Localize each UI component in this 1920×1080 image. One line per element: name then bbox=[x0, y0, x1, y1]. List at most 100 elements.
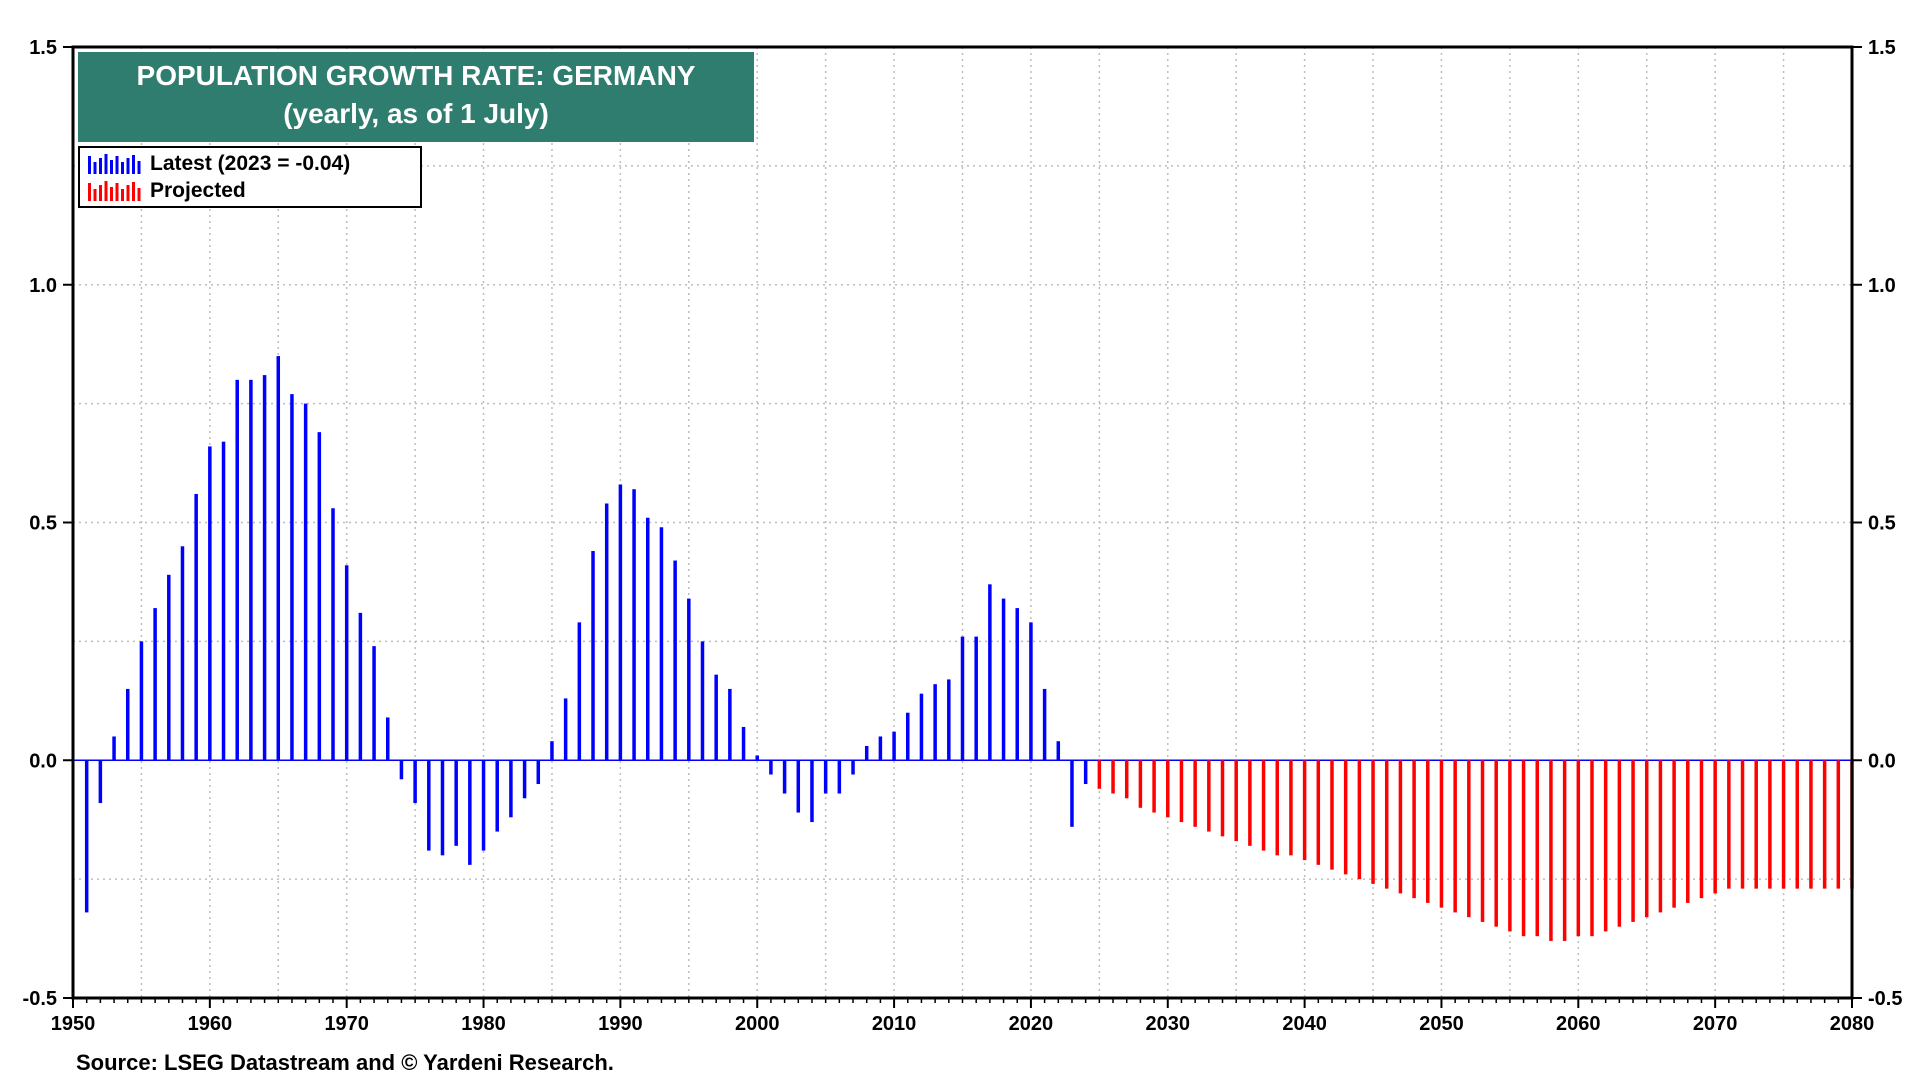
bar-latest-1992 bbox=[646, 517, 650, 761]
bar-projected-2036 bbox=[1248, 760, 1252, 846]
x-tick-label: 1960 bbox=[188, 1013, 233, 1035]
x-tick-label: 1990 bbox=[598, 1013, 643, 1035]
legend-swatch-bar bbox=[126, 158, 130, 174]
bar-projected-2040 bbox=[1302, 760, 1307, 861]
bar-latest-1952 bbox=[98, 760, 103, 804]
bar-latest-1962 bbox=[235, 379, 239, 761]
bar-projected-2074 bbox=[1768, 760, 1772, 889]
bar-latest-2021 bbox=[1042, 688, 1047, 761]
bar-latest-1999 bbox=[741, 726, 746, 761]
legend-swatch-bar bbox=[104, 154, 108, 174]
bar-latest-1979 bbox=[468, 760, 472, 865]
legend-swatch-bar bbox=[93, 162, 97, 174]
bar-latest-1961 bbox=[221, 441, 226, 761]
bar-projected-2052 bbox=[1467, 760, 1471, 918]
bar-projected-2062 bbox=[1603, 760, 1608, 932]
bar-projected-2046 bbox=[1384, 760, 1389, 889]
bar-latest-2005 bbox=[823, 760, 828, 794]
bar-latest-1972 bbox=[372, 646, 376, 761]
legend-swatch-bar bbox=[115, 156, 119, 174]
bar-projected-2068 bbox=[1686, 760, 1690, 903]
bar-projected-2073 bbox=[1754, 760, 1758, 889]
bars bbox=[84, 356, 1854, 941]
bar-projected-2054 bbox=[1494, 760, 1498, 927]
legend-swatch-bar bbox=[132, 155, 135, 174]
legend-label-latest: Latest (2023 = -0.04) bbox=[150, 152, 351, 175]
x-tick-label: 1980 bbox=[461, 1013, 506, 1035]
bar-projected-2032 bbox=[1193, 760, 1197, 827]
legend-swatch-bar bbox=[121, 162, 124, 174]
bar-projected-2030 bbox=[1166, 760, 1170, 818]
bar-projected-2049 bbox=[1426, 760, 1430, 903]
bar-projected-2029 bbox=[1152, 760, 1156, 813]
bar-projected-2079 bbox=[1836, 760, 1841, 889]
bar-latest-1975 bbox=[413, 760, 417, 804]
bar-latest-1976 bbox=[427, 760, 431, 851]
bar-projected-2047 bbox=[1398, 760, 1403, 894]
bar-latest-1974 bbox=[399, 760, 404, 780]
bar-projected-2044 bbox=[1357, 760, 1362, 880]
bar-projected-2039 bbox=[1289, 760, 1293, 856]
bar-latest-1996 bbox=[700, 641, 705, 761]
bar-projected-2069 bbox=[1699, 760, 1704, 899]
legend-swatch-bar bbox=[104, 181, 108, 201]
bar-projected-2072 bbox=[1740, 760, 1745, 889]
x-tick-label: 2020 bbox=[1009, 1013, 1054, 1035]
bar-latest-1964 bbox=[262, 375, 267, 761]
bar-latest-1957 bbox=[167, 574, 171, 761]
x-axis: 1950 1960 1970 1980 1990 2000 2010 2020 2030 2040… bbox=[51, 998, 1875, 1035]
bar-latest-2000 bbox=[755, 755, 759, 761]
y-tick-label-left: 1.5 bbox=[29, 37, 57, 59]
x-tick-label: 2040 bbox=[1282, 1013, 1327, 1035]
bar-projected-2035 bbox=[1234, 760, 1238, 842]
bar-projected-2037 bbox=[1261, 760, 1266, 851]
bar-latest-1989 bbox=[604, 503, 609, 761]
y-axis-right: 1.5 1.0 0.5 0.0 -0.5 bbox=[1852, 37, 1902, 1010]
y-tick-label-left: 0.0 bbox=[29, 750, 57, 772]
bar-latest-1990 bbox=[618, 484, 623, 761]
bar-latest-1956 bbox=[153, 608, 157, 761]
bar-projected-2063 bbox=[1617, 760, 1622, 927]
bar-latest-1967 bbox=[303, 403, 308, 761]
bar-latest-1965 bbox=[276, 356, 281, 761]
bar-projected-2071 bbox=[1727, 760, 1731, 889]
bar-projected-2070 bbox=[1713, 760, 1717, 894]
bar-latest-1980 bbox=[481, 760, 486, 851]
legend: Latest (2023 = -0.04) Projected bbox=[78, 146, 422, 208]
legend-item-latest: Latest (2023 = -0.04) bbox=[86, 151, 350, 177]
bar-latest-2019 bbox=[1015, 608, 1019, 761]
x-tick-label: 2080 bbox=[1830, 1013, 1875, 1035]
bar-latest-1978 bbox=[454, 760, 458, 846]
bar-projected-2078 bbox=[1822, 760, 1827, 889]
bar-latest-2012 bbox=[919, 693, 924, 761]
bar-latest-1986 bbox=[563, 698, 568, 761]
bar-latest-1983 bbox=[522, 760, 527, 799]
bar-latest-2009 bbox=[878, 736, 883, 761]
bar-latest-1998 bbox=[728, 688, 732, 761]
legend-swatch-bar bbox=[121, 189, 124, 201]
y-tick-label-right: 0.5 bbox=[1868, 513, 1896, 535]
bar-projected-2027 bbox=[1124, 760, 1129, 799]
bar-projected-2067 bbox=[1672, 760, 1676, 908]
bar-latest-1987 bbox=[577, 622, 582, 761]
bar-projected-2031 bbox=[1179, 760, 1184, 823]
bar-projected-2038 bbox=[1275, 760, 1279, 856]
bar-projected-2053 bbox=[1480, 760, 1485, 922]
legend-swatch-bar bbox=[137, 161, 141, 174]
bar-projected-2034 bbox=[1220, 760, 1225, 837]
bar-latest-2007 bbox=[851, 760, 855, 775]
legend-item-projected: Projected bbox=[86, 178, 246, 204]
bar-latest-1959 bbox=[194, 493, 198, 761]
bar-latest-1970 bbox=[344, 565, 349, 761]
y-axis-left: 1.5 1.0 0.5 0.0 -0.5 bbox=[23, 37, 73, 1010]
bar-projected-2064 bbox=[1631, 760, 1635, 922]
bar-projected-2056 bbox=[1521, 760, 1526, 937]
bar-latest-2023 bbox=[1070, 760, 1074, 827]
y-tick-label-right: -0.5 bbox=[1868, 988, 1902, 1010]
x-tick-label: 2010 bbox=[872, 1013, 917, 1035]
bar-latest-1982 bbox=[509, 760, 513, 818]
bar-latest-1997 bbox=[714, 674, 718, 761]
bar-latest-2003 bbox=[796, 760, 801, 813]
bar-latest-1984 bbox=[536, 760, 541, 785]
